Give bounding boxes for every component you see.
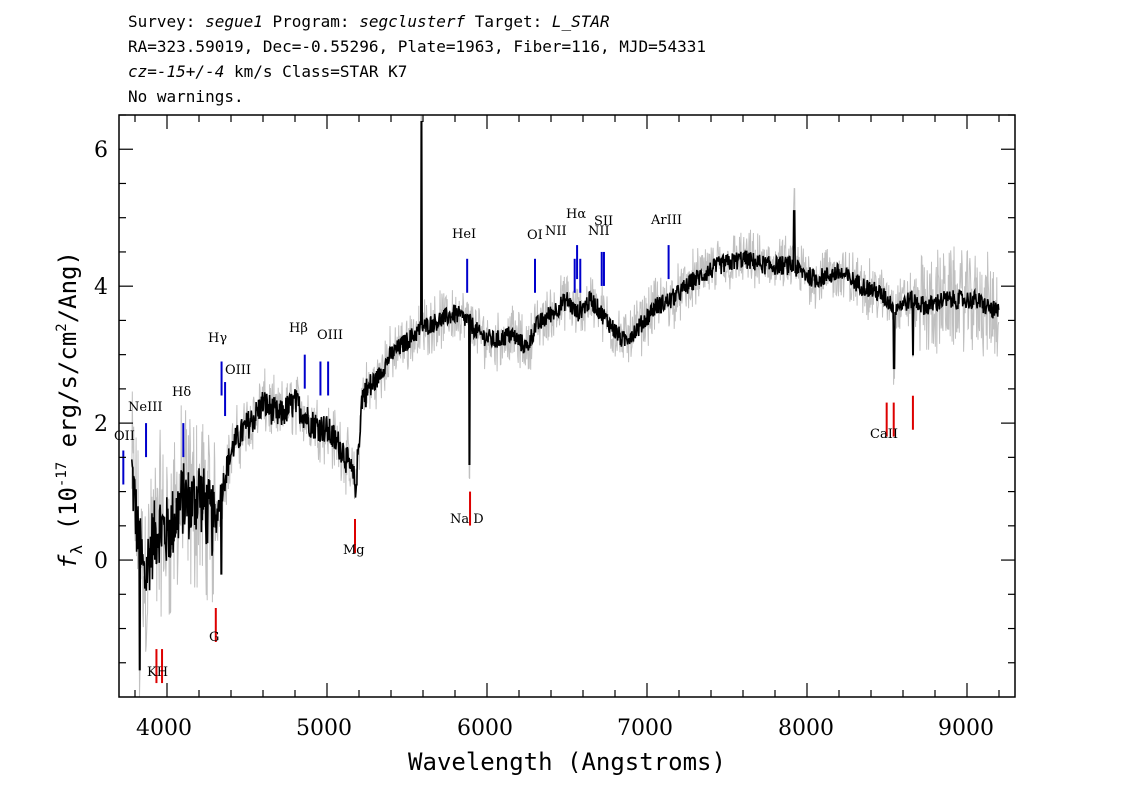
- x-tick-label-4000: 4000: [136, 716, 192, 741]
- x-axis-title: Wavelength (Angstroms): [408, 748, 726, 776]
- line-label-ariii: ArIII: [650, 213, 682, 228]
- line-label-hdelta: Hδ: [172, 385, 191, 400]
- x-tick-label-9000: 9000: [938, 716, 994, 741]
- line-label-oii: OII: [114, 429, 135, 444]
- y-tick-label-6: 6: [94, 138, 108, 163]
- x-tick-label-5000: 5000: [296, 716, 352, 741]
- target-value: L_STAR: [551, 12, 610, 31]
- line-label-neiii: NeIII: [128, 400, 162, 415]
- redshift-value: cz=-15+/-4: [128, 62, 225, 81]
- y-axis-f: f: [54, 554, 82, 569]
- y-axis-title: fλ (10-17 erg/s/cm2/Ang): [54, 251, 86, 569]
- y-tick-label-2: 2: [94, 412, 108, 437]
- y-axis-units-b: erg/s/cm: [54, 332, 82, 462]
- line-label-hei: HeI: [452, 227, 476, 242]
- header-line-4: No warnings.: [128, 87, 244, 106]
- x-tick-label-8000: 8000: [778, 716, 834, 741]
- y-axis-units-exp2: 2: [54, 323, 70, 331]
- line-label-nii-b: NII: [588, 224, 610, 239]
- x-tick-label-6000: 6000: [457, 716, 513, 741]
- program-label: Program:: [262, 12, 360, 31]
- target-label: Target:: [465, 12, 552, 31]
- line-label-oi: OI: [527, 228, 543, 243]
- axis-ticks: [119, 114, 1015, 697]
- flux-spectrum-line: [131, 121, 1000, 671]
- header-line-1: Survey: segue1 Program: segclusterf Targ…: [128, 12, 610, 31]
- y-tick-label-0: 0: [94, 549, 108, 574]
- line-label-oiii-b: OIII: [317, 328, 343, 343]
- x-tick-label-7000: 7000: [617, 716, 673, 741]
- line-label-hbeta: Hβ: [289, 321, 308, 336]
- line-label-oiii-a: OIII: [225, 363, 251, 378]
- y-tick-label-4: 4: [94, 275, 108, 300]
- program-value: segclusterf: [359, 12, 466, 31]
- line-label-halpha: Hα: [566, 207, 586, 222]
- header-line-3: cz=-15+/-4 km/s Class=STAR K7: [128, 62, 407, 81]
- class-text: km/s Class=STAR K7: [224, 62, 408, 81]
- y-axis-lambda: λ: [67, 545, 86, 555]
- y-axis-units-a: (10: [54, 487, 82, 545]
- line-label-caii: CaII: [870, 427, 898, 442]
- header-line-2: RA=323.59019, Dec=-0.55296, Plate=1963, …: [128, 37, 706, 56]
- line-label-na-d: Na D: [450, 512, 484, 527]
- line-labels: OII NeIII Hδ Hγ OIII Hβ OIII HeI OI NII …: [114, 207, 898, 680]
- line-label-g: G: [209, 630, 219, 645]
- y-axis-units-c: /Ang): [54, 251, 82, 323]
- plot-frame: [118, 114, 1016, 698]
- line-label-hgamma: Hγ: [208, 331, 227, 346]
- line-markers: [122, 245, 914, 684]
- line-label-nii-a: NII: [545, 224, 567, 239]
- line-label-kh: KH: [147, 665, 168, 680]
- survey-value: segue1: [205, 12, 263, 31]
- y-axis-units-exp: -17: [54, 462, 70, 487]
- line-label-mg: Mg: [343, 543, 365, 558]
- line-label-sii: SII: [594, 214, 613, 229]
- survey-label: Survey:: [128, 12, 206, 31]
